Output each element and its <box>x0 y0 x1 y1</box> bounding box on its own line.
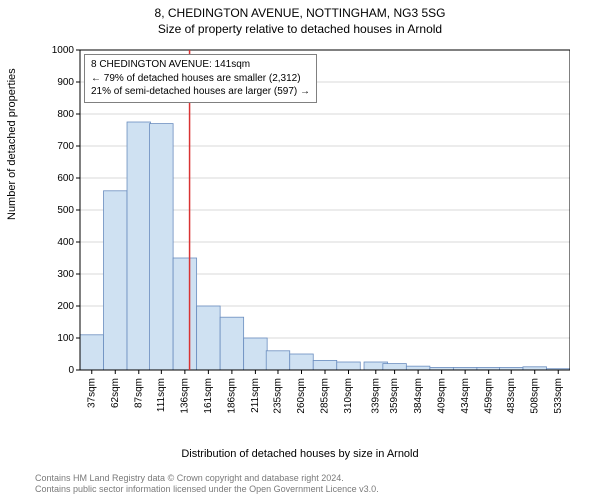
svg-text:483sqm: 483sqm <box>506 378 517 414</box>
svg-text:211sqm: 211sqm <box>250 378 261 413</box>
svg-text:161sqm: 161sqm <box>203 378 214 414</box>
svg-text:409sqm: 409sqm <box>436 378 447 414</box>
chart-subtitle: Size of property relative to detached ho… <box>0 20 600 36</box>
svg-text:339sqm: 339sqm <box>370 378 381 414</box>
svg-text:37sqm: 37sqm <box>86 378 97 408</box>
credit-line2: Contains public sector information licen… <box>35 484 379 496</box>
svg-text:400: 400 <box>57 237 74 248</box>
chart-title: 8, CHEDINGTON AVENUE, NOTTINGHAM, NG3 5S… <box>0 0 600 20</box>
annotation-line2: ← 79% of detached houses are smaller (2,… <box>91 72 310 86</box>
svg-text:285sqm: 285sqm <box>320 378 331 414</box>
credit-text: Contains HM Land Registry data © Crown c… <box>35 473 379 496</box>
svg-text:235sqm: 235sqm <box>273 378 284 414</box>
annotation-line1: 8 CHEDINGTON AVENUE: 141sqm <box>91 58 310 72</box>
svg-text:100: 100 <box>57 333 74 344</box>
chart-area: 0 100 200 300 400 500 600 700 800 900 1000 37sqm 62s… <box>35 45 570 435</box>
svg-text:1000: 1000 <box>52 45 75 56</box>
svg-text:300: 300 <box>57 269 74 280</box>
svg-text:434sqm: 434sqm <box>460 378 471 414</box>
svg-text:533sqm: 533sqm <box>553 378 564 414</box>
svg-text:186sqm: 186sqm <box>227 378 238 414</box>
svg-text:508sqm: 508sqm <box>529 378 540 414</box>
svg-text:700: 700 <box>57 141 74 152</box>
svg-text:0: 0 <box>68 365 74 376</box>
svg-text:900: 900 <box>57 77 74 88</box>
svg-text:359sqm: 359sqm <box>389 378 400 414</box>
svg-text:87sqm: 87sqm <box>133 378 144 408</box>
svg-text:200: 200 <box>57 301 74 312</box>
y-axis-label: Number of detached properties <box>6 68 18 220</box>
svg-text:111sqm: 111sqm <box>156 378 167 412</box>
svg-text:62sqm: 62sqm <box>110 378 121 408</box>
svg-text:310sqm: 310sqm <box>343 378 354 414</box>
histogram-svg: 0 100 200 300 400 500 600 700 800 900 1000 37sqm 62s… <box>35 45 570 435</box>
svg-text:459sqm: 459sqm <box>483 378 494 414</box>
annotation-box: 8 CHEDINGTON AVENUE: 141sqm ← 79% of det… <box>84 54 317 103</box>
svg-text:600: 600 <box>57 173 74 184</box>
svg-text:500: 500 <box>57 205 74 216</box>
x-axis-label: Distribution of detached houses by size … <box>0 448 600 460</box>
svg-text:384sqm: 384sqm <box>413 378 424 414</box>
svg-text:260sqm: 260sqm <box>296 378 307 414</box>
annotation-line3: 21% of semi-detached houses are larger (… <box>91 85 310 99</box>
svg-text:136sqm: 136sqm <box>180 378 191 414</box>
svg-text:800: 800 <box>57 109 74 120</box>
credit-line1: Contains HM Land Registry data © Crown c… <box>35 473 379 485</box>
